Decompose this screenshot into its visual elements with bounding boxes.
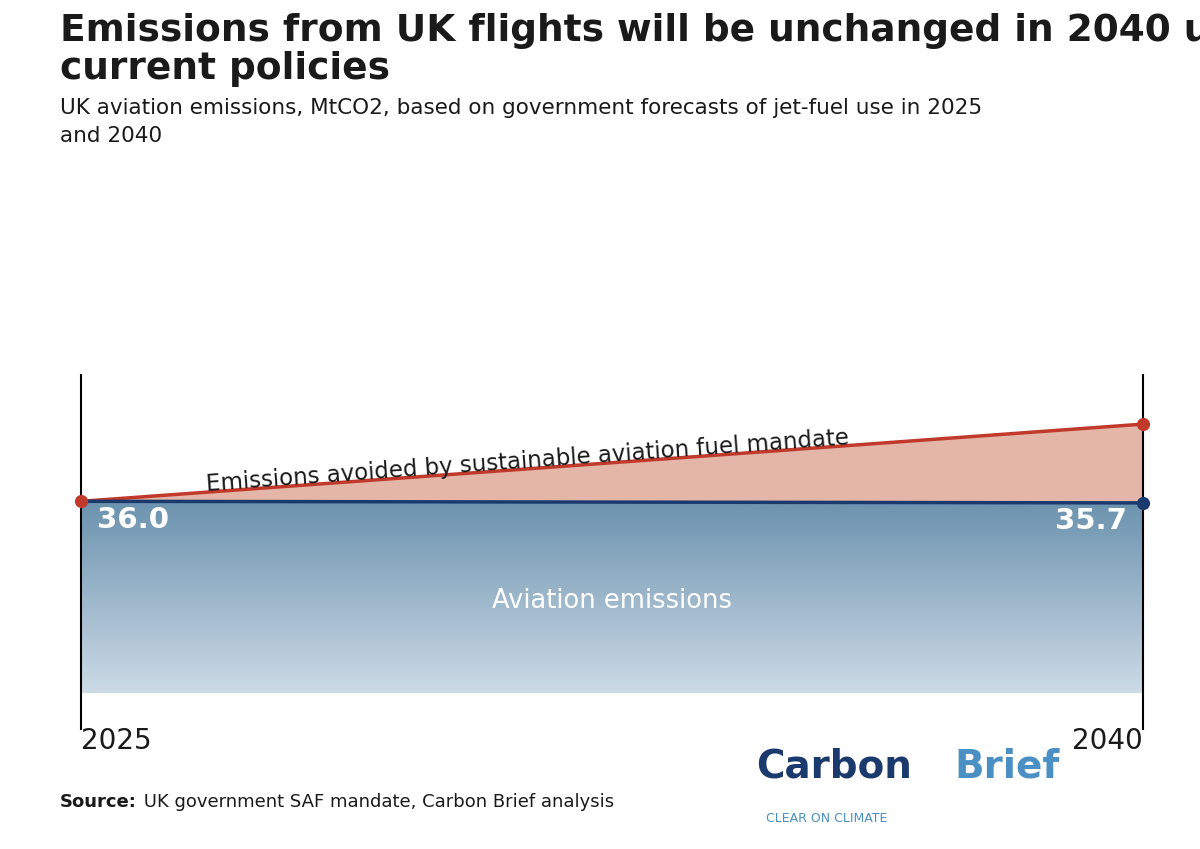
Text: CLEAR ON CLIMATE: CLEAR ON CLIMATE <box>766 812 887 825</box>
Text: UK government SAF mandate, Carbon Brief analysis: UK government SAF mandate, Carbon Brief … <box>138 793 614 811</box>
Text: Aviation emissions: Aviation emissions <box>492 588 732 615</box>
Text: 36.0: 36.0 <box>97 505 169 533</box>
Text: Carbon: Carbon <box>756 747 912 785</box>
Polygon shape <box>82 424 1142 503</box>
Text: 35.7: 35.7 <box>1055 507 1127 535</box>
Point <box>1133 496 1152 509</box>
Text: 2025: 2025 <box>82 728 152 756</box>
Text: UK aviation emissions, MtCO2, based on government forecasts of jet-fuel use in 2: UK aviation emissions, MtCO2, based on g… <box>60 98 982 146</box>
Point <box>1133 418 1152 431</box>
Text: 2040: 2040 <box>1072 728 1142 756</box>
Text: Source:: Source: <box>60 793 137 811</box>
Text: Emissions avoided by sustainable aviation fuel mandate: Emissions avoided by sustainable aviatio… <box>205 426 850 496</box>
Point <box>72 494 91 508</box>
Text: current policies: current policies <box>60 51 390 87</box>
Text: Brief: Brief <box>954 747 1060 785</box>
Text: Emissions from UK flights will be unchanged in 2040 under: Emissions from UK flights will be unchan… <box>60 13 1200 48</box>
